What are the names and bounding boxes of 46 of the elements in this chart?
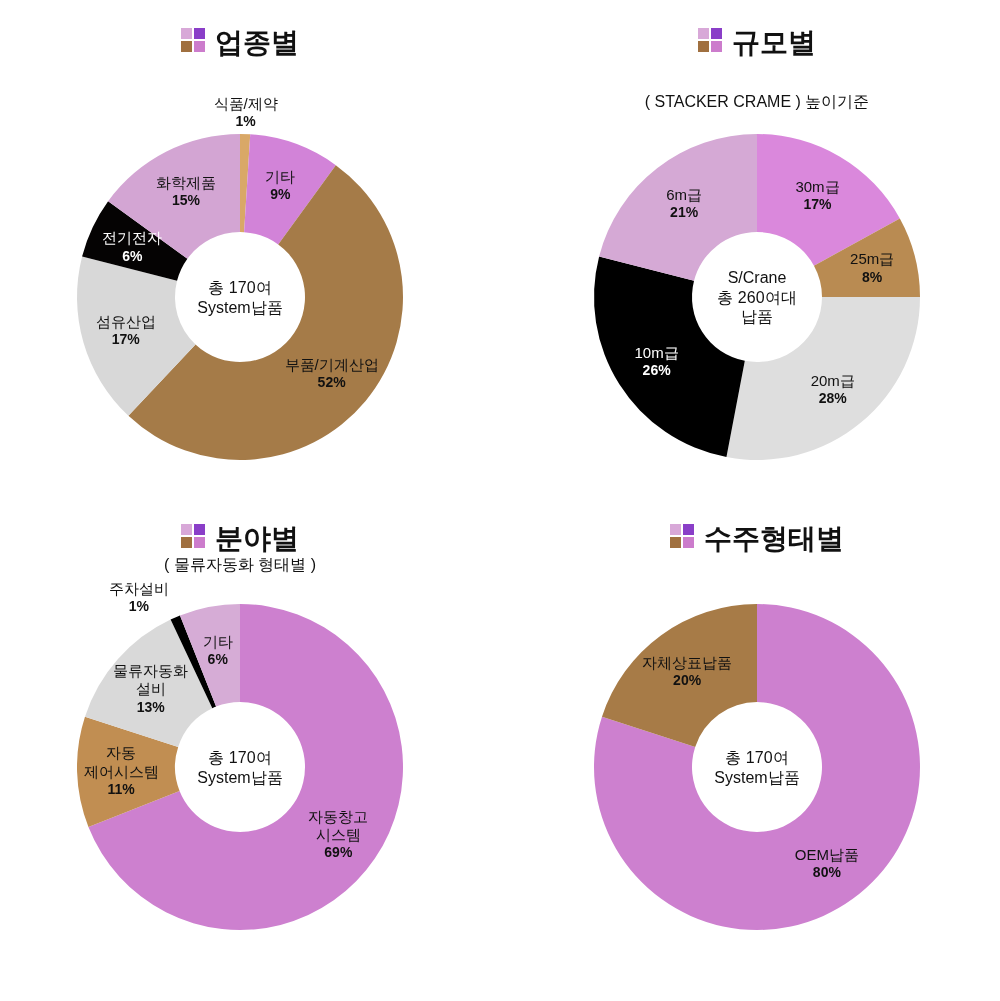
- data-label: 52%: [317, 374, 347, 390]
- data-label: 28%: [818, 389, 848, 406]
- slice-label: 자체상표납품: [642, 653, 733, 671]
- data-label: 17%: [111, 331, 141, 348]
- data-label: 13%: [136, 698, 166, 715]
- slice-label: 6m급: [666, 185, 703, 203]
- slice-label: 식품/제약: [213, 94, 278, 112]
- text: 총 170여 System납품: [714, 749, 800, 786]
- slice-label: OEM납품: [794, 846, 859, 864]
- slice-label: 화학제품: [156, 173, 217, 191]
- slice-label: 기타: [265, 168, 296, 185]
- data-label: 80%: [812, 864, 842, 881]
- data-label: 17%: [803, 195, 833, 212]
- slice-label: 전기전자: [102, 229, 163, 247]
- data-label: 8%: [862, 268, 883, 285]
- slice-label: 기타: [202, 633, 233, 651]
- chart-title: 분야별: [215, 523, 299, 554]
- text: S/Crane 총 260여대 납품: [717, 269, 797, 326]
- slice-label: 30m급: [795, 177, 840, 195]
- slice-label: 섬유산업: [95, 313, 156, 330]
- data-label: 6%: [122, 247, 144, 264]
- slice-label: 25m급: [850, 250, 895, 268]
- slice-label: 물류자동화 설비: [113, 662, 189, 698]
- text: 총 170여 System납품: [197, 279, 283, 316]
- chart-title: 규모별: [732, 27, 816, 58]
- data-label: 1%: [235, 113, 257, 130]
- data-label: 69%: [324, 844, 353, 861]
- slice-label: 10m급: [634, 343, 679, 361]
- data-label: 9%: [270, 186, 291, 203]
- slice-label: 자동창고 시스템: [308, 807, 369, 843]
- data-label: 20%: [673, 672, 702, 688]
- data-label: 26%: [642, 361, 672, 378]
- slice-label: 자동 제어시스템: [83, 744, 159, 780]
- chart-subtitle: ( STACKER CRAME ) 높이기준: [644, 93, 870, 110]
- data-label: 11%: [107, 781, 136, 798]
- chart-title: 업종별: [215, 27, 299, 58]
- slice-label: 20m급: [810, 371, 855, 389]
- data-label: 1%: [128, 597, 150, 614]
- slice-label: 주차설비: [108, 579, 169, 597]
- chart-title: 수주형태별: [704, 523, 844, 554]
- chart-subtitle: ( 물류자동화 형태별 ): [164, 556, 316, 573]
- text: 총 170여 System납품: [197, 749, 283, 786]
- data-label: 6%: [207, 651, 229, 668]
- data-label: 21%: [670, 204, 699, 221]
- slice-label: 부품/기계산업: [284, 355, 379, 373]
- data-label: 15%: [172, 192, 201, 209]
